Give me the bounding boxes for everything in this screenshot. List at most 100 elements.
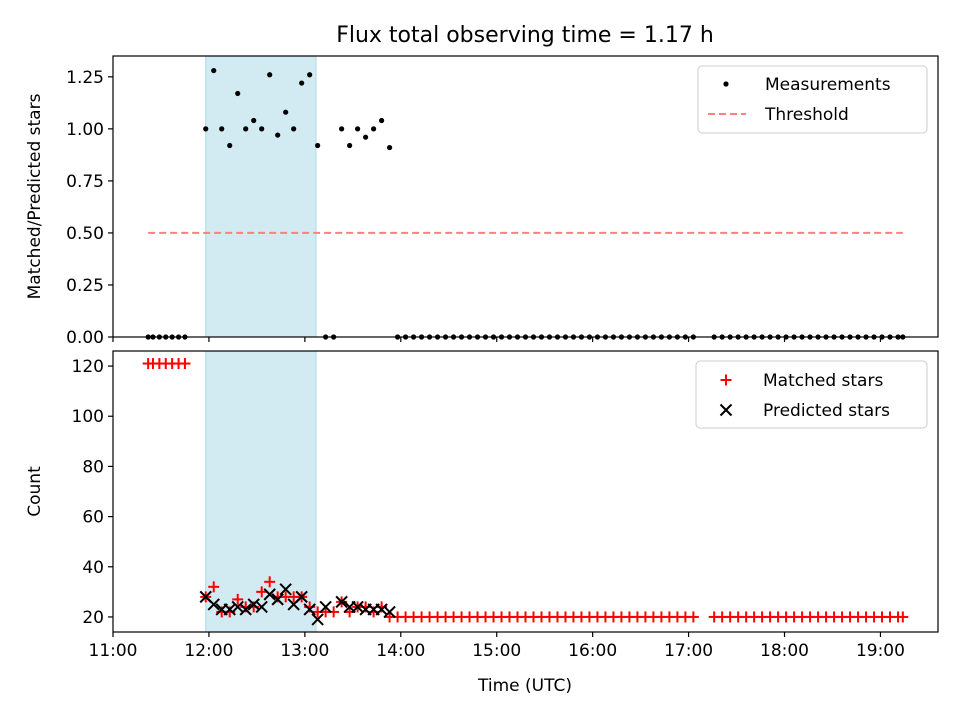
predicted-star-point xyxy=(247,598,260,611)
count-legend-box xyxy=(695,360,928,429)
legend-predicted-marker xyxy=(719,403,733,417)
count-panel: 11:00 12:00 13:00 14:00 15:00 16:00 17:00 18:00… xyxy=(25,350,939,696)
count-data-marks xyxy=(142,358,909,626)
predicted-star-point xyxy=(319,600,332,614)
count-y-axis-label: Count xyxy=(25,466,45,517)
cross-stroke-b xyxy=(239,603,252,616)
cross-stroke-b xyxy=(255,600,268,614)
cross-stroke-b xyxy=(319,600,332,614)
measurement-point xyxy=(339,126,345,132)
cross-stroke-b xyxy=(719,403,733,417)
matched-star-point xyxy=(256,586,268,598)
predicted-star-point xyxy=(263,588,276,601)
measurement-point xyxy=(291,126,297,132)
matched-star-point xyxy=(687,611,699,623)
y-tick-label: 20 xyxy=(82,608,104,628)
predicted-star-point xyxy=(295,590,308,604)
measurement-point xyxy=(235,90,241,97)
count-axes-frame xyxy=(112,350,939,633)
cross-stroke-b xyxy=(279,583,292,596)
ratio-axis-ticks: 0.00 0.25 0.50 0.75 1.00 1.25 xyxy=(66,68,882,348)
x-tick-label: 14:00 xyxy=(376,641,425,661)
x-tick-label: 11:00 xyxy=(89,641,138,661)
matched-star-point xyxy=(179,358,191,370)
y-tick-label: 0.50 xyxy=(66,224,104,244)
x-tick-label: 15:00 xyxy=(472,641,521,661)
y-tick-label: 40 xyxy=(82,558,104,578)
measurement-point xyxy=(203,126,209,132)
predicted-star-point xyxy=(335,595,348,609)
ratio-axes-frame xyxy=(112,55,939,338)
measurement-point xyxy=(386,144,393,151)
predicted-star-point xyxy=(303,603,316,616)
legend-threshold-label: Threshold xyxy=(764,105,849,125)
measurement-point xyxy=(307,72,313,78)
cross-stroke-b xyxy=(303,603,316,616)
predicted-star-point xyxy=(223,603,236,616)
y-tick-label: 1.00 xyxy=(66,120,104,140)
x-tick-label: 18:00 xyxy=(760,641,809,661)
ratio-legend: Measurements Threshold xyxy=(697,65,928,134)
cross-stroke-b xyxy=(231,600,244,614)
measurement-point xyxy=(371,126,377,132)
measurement-point xyxy=(267,72,273,78)
count-axis-ticks: 11:00 12:00 13:00 14:00 15:00 16:00 17:00 18:00… xyxy=(72,357,905,661)
y-tick-label: 60 xyxy=(82,508,104,528)
cross-stroke-b xyxy=(375,603,388,616)
predicted-star-point xyxy=(279,583,292,596)
predicted-star-point xyxy=(255,600,268,614)
cross-stroke-b xyxy=(223,603,236,616)
predicted-star-point xyxy=(383,605,396,619)
measurement-point xyxy=(379,117,385,124)
count-legend: Matched stars Predicted stars xyxy=(695,360,928,429)
legend-matched-marker xyxy=(720,374,732,386)
y-tick-label: 1.25 xyxy=(66,68,104,88)
cross-stroke-b xyxy=(263,588,276,601)
y-tick-label: 0.00 xyxy=(66,328,104,348)
y-tick-label: 120 xyxy=(72,357,104,377)
predicted-star-point xyxy=(207,598,220,611)
measurement-point xyxy=(347,142,353,149)
predicted-star-point xyxy=(311,613,324,626)
cross-stroke-b xyxy=(351,600,364,614)
y-tick-label: 100 xyxy=(72,407,104,427)
measurement-point xyxy=(211,67,217,74)
measurement-point xyxy=(251,117,257,124)
ratio-y-axis-label: Matched/Predicted stars xyxy=(25,93,45,299)
x-axis-label: Time (UTC) xyxy=(477,676,572,696)
cross-stroke-b xyxy=(335,595,348,609)
legend-plus xyxy=(720,374,732,386)
predicted-star-point xyxy=(271,593,284,606)
ratio-panel: 0.00 0.25 0.50 0.75 1.00 1.25 Matched/Predict… xyxy=(25,55,939,348)
predicted-star-point xyxy=(351,600,364,614)
matched-star-point xyxy=(208,581,220,593)
predicted-star-point xyxy=(239,603,252,616)
measurement-point xyxy=(259,126,265,132)
measurement-point xyxy=(363,134,369,140)
x-tick-label: 13:00 xyxy=(280,641,329,661)
legend-cross xyxy=(719,403,733,417)
y-tick-label: 0.75 xyxy=(66,172,104,192)
cross-stroke-b xyxy=(247,598,260,611)
matched-star-point xyxy=(232,593,244,605)
legend-predicted-label: Predicted stars xyxy=(763,401,890,421)
measurement-point xyxy=(315,142,321,149)
x-tick-label: 19:00 xyxy=(856,641,905,661)
predicted-star-point xyxy=(231,600,244,614)
x-tick-label: 12:00 xyxy=(184,641,233,661)
measurement-point xyxy=(299,80,305,86)
measurement-point xyxy=(275,132,281,138)
chart-title: Flux total observing time = 1.17 h xyxy=(336,23,714,48)
observing-window-shade-bottom xyxy=(205,350,317,633)
measurement-point xyxy=(283,109,289,115)
measurement-point xyxy=(243,126,249,132)
x-tick-label: 17:00 xyxy=(664,641,713,661)
observing-window-shade xyxy=(205,55,317,338)
matched-star-point xyxy=(897,611,909,623)
cross-stroke-b xyxy=(295,590,308,604)
x-tick-label: 16:00 xyxy=(568,641,617,661)
legend-matched-label: Matched stars xyxy=(763,371,883,391)
measurement-point xyxy=(227,142,233,149)
legend-measurements-marker xyxy=(723,81,729,87)
